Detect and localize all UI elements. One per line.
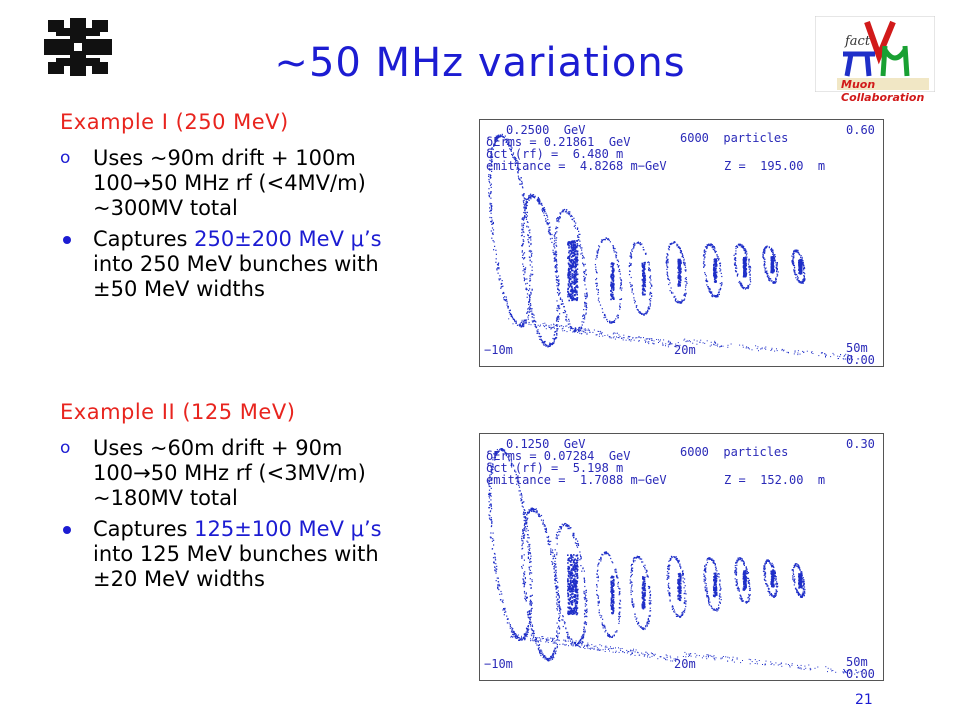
- plot-erms: δErms = 0.07284 GeV: [486, 449, 631, 463]
- plot-ymin: 0.00: [846, 353, 875, 367]
- plot-z: Z = 152.00 m: [724, 473, 826, 487]
- example-2-heading: Example II (125 MeV): [60, 400, 296, 424]
- phase-space-plot-2: 0.1250 GeV δErms = 0.07284 GeV δct (rf) …: [479, 433, 884, 681]
- muon-collaboration-logo: fact Muon Collaboration: [814, 15, 936, 104]
- bullet-line: ~180MV total: [93, 486, 238, 510]
- highlight-text: 125±100 MeV μ’s: [194, 517, 382, 541]
- bullet-disc-icon: [63, 236, 71, 244]
- particle-distribution-graphic: [488, 448, 862, 675]
- plot-ct: δct (rf) = 6.480 m: [486, 147, 624, 161]
- page-title: ~50 MHz variations: [274, 40, 686, 86]
- bullet-line: Captures 125±100 MeV μ’s: [93, 517, 382, 541]
- arrow-right-icon: →: [133, 171, 151, 195]
- fermilab-logo-icon: [44, 18, 112, 76]
- plot-particles: 6000 particles: [680, 445, 789, 459]
- plot-x-left: −10m: [484, 343, 513, 357]
- plot-energy: 0.2500 GeV: [506, 123, 586, 137]
- plot-emittance: emittance = 1.7088 m−GeV: [486, 473, 667, 487]
- bullet-line: 100→50 MHz rf (<4MV/m): [93, 171, 366, 195]
- bullet-line: ±20 MeV widths: [93, 567, 265, 591]
- plot-ymin: 0.00: [846, 667, 875, 681]
- plot-emittance: emittance = 4.8268 m−GeV: [486, 159, 667, 173]
- plot-z: Z = 195.00 m: [724, 159, 826, 173]
- plot-erms: δErms = 0.21861 GeV: [486, 135, 631, 149]
- plot-x-right: 50m: [846, 341, 868, 355]
- bullet-line: into 125 MeV bunches with: [93, 542, 379, 566]
- list-item: Captures 250±200 MeV μ’s into 250 MeV bu…: [60, 227, 430, 302]
- page-number: 21: [855, 692, 873, 708]
- particle-distribution-graphic: [488, 133, 860, 361]
- bullet-line: Captures 250±200 MeV μ’s: [93, 227, 382, 251]
- plot-particles: 6000 particles: [680, 131, 789, 145]
- example-2-bullets: o Uses ~60m drift + 90m 100→50 MHz rf (<…: [60, 436, 430, 598]
- nu-pi-mu-logo-icon: [814, 15, 936, 93]
- plot-x-mid: 20m: [674, 657, 696, 671]
- plot-x-left: −10m: [484, 657, 513, 671]
- list-item: o Uses ~60m drift + 90m 100→50 MHz rf (<…: [60, 436, 430, 511]
- bullet-line: Uses ~60m drift + 90m: [93, 436, 343, 460]
- logo-fact-text: fact: [845, 34, 871, 49]
- logo-collaboration-text: Muon Collaboration: [841, 78, 925, 104]
- plot-x-mid: 20m: [674, 343, 696, 357]
- bullet-line: 100→50 MHz rf (<3MV/m): [93, 461, 366, 485]
- example-1-heading: Example I (250 MeV): [60, 110, 289, 134]
- plot-ymax: 0.60: [846, 123, 875, 137]
- bullet-line: ~300MV total: [93, 196, 238, 220]
- bullet-line: into 250 MeV bunches with: [93, 252, 379, 276]
- plot-ymax: 0.30: [846, 437, 875, 451]
- plot-ct: δct (rf) = 5.198 m: [486, 461, 624, 475]
- phase-space-plot-1: 0.2500 GeV δErms = 0.21861 GeV δct (rf) …: [479, 119, 884, 367]
- bullet-line: ±50 MeV widths: [93, 277, 265, 301]
- bullet-line: Uses ~90m drift + 100m: [93, 146, 356, 170]
- bullet-marker: o: [60, 438, 71, 458]
- plot-x-right: 50m: [846, 655, 868, 669]
- list-item: o Uses ~90m drift + 100m 100→50 MHz rf (…: [60, 146, 430, 221]
- example-1-bullets: o Uses ~90m drift + 100m 100→50 MHz rf (…: [60, 146, 430, 308]
- list-item: Captures 125±100 MeV μ’s into 125 MeV bu…: [60, 517, 430, 592]
- arrow-right-icon: →: [133, 461, 151, 485]
- bullet-disc-icon: [63, 526, 71, 534]
- highlight-text: 250±200 MeV μ’s: [194, 227, 382, 251]
- plot-energy: 0.1250 GeV: [506, 437, 586, 451]
- bullet-marker: o: [60, 148, 71, 168]
